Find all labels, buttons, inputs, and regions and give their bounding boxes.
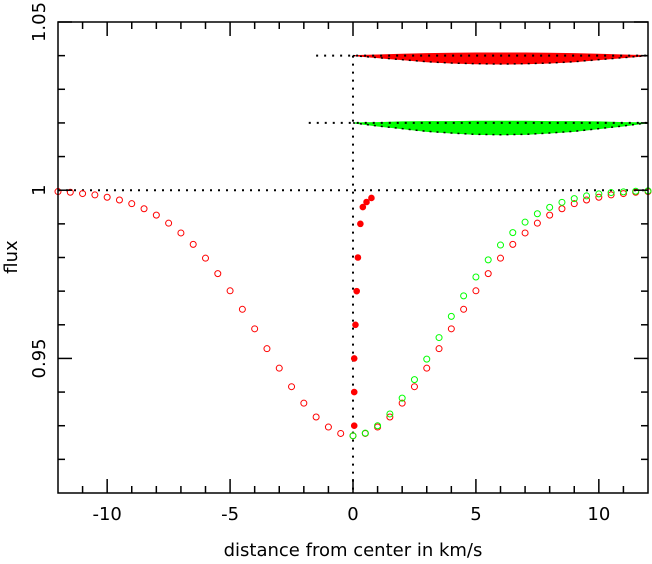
point [558,198,566,206]
point [66,188,74,196]
point [357,220,364,228]
point [423,364,431,372]
y-tick-label: 1.05 [29,2,50,42]
x-tick-label: 5 [470,504,481,525]
x-tick-label: -5 [221,504,239,525]
point [386,410,394,418]
point [472,273,480,281]
point [386,413,394,421]
point [447,312,455,320]
point [189,240,197,248]
point [410,383,418,391]
point [398,399,406,407]
point [363,198,370,206]
point [350,355,358,362]
point [140,205,148,213]
point [165,219,173,227]
point [546,203,554,211]
point [152,211,160,219]
point [497,254,504,262]
point [226,287,234,295]
point [521,218,529,226]
point [275,364,283,372]
y-tick-label: 1 [29,184,50,195]
point [484,270,492,278]
point [312,413,320,421]
x-tick-label: 0 [347,504,358,525]
point [337,429,345,437]
point [177,229,185,237]
band [352,52,649,65]
point [570,200,578,208]
point [521,229,529,237]
point [533,219,541,227]
point [583,196,591,204]
y-tick-label: 0.95 [29,338,50,378]
point [79,190,87,198]
point [354,254,362,261]
point [583,192,591,200]
point [263,345,271,353]
point [91,191,99,199]
point [607,189,615,197]
point [350,388,358,396]
point [361,429,369,437]
point [595,193,603,201]
band-edge [352,122,649,136]
point [288,383,296,391]
point [300,399,308,407]
point [238,305,246,313]
point [619,188,627,196]
point [423,355,431,363]
point [103,193,111,201]
y-axis-label: flux [1,240,22,274]
point [128,200,136,208]
point [353,287,360,295]
point [410,376,418,384]
point [607,191,615,199]
point [324,423,332,431]
point [214,270,222,278]
point [398,394,406,402]
point [349,432,357,440]
point [460,305,468,313]
point [509,229,517,237]
point [632,187,640,195]
x-axis-label: distance from center in km/s [224,540,483,561]
point [368,194,375,202]
point [558,205,566,213]
point [546,211,554,219]
point [595,190,603,198]
point [352,321,359,329]
point [460,292,468,300]
point [509,240,517,248]
point [251,325,259,333]
point [447,325,455,333]
band-edge [352,54,649,65]
point [374,422,382,430]
point [484,256,492,264]
point [202,254,209,262]
x-tick-label: 10 [587,504,610,525]
point [472,287,480,295]
point [435,334,443,342]
point [497,241,504,249]
point [570,195,578,203]
point [359,203,367,211]
point [435,345,443,353]
point [350,422,358,430]
point [115,196,123,204]
point [533,210,541,218]
x-tick-label: -10 [92,504,121,525]
